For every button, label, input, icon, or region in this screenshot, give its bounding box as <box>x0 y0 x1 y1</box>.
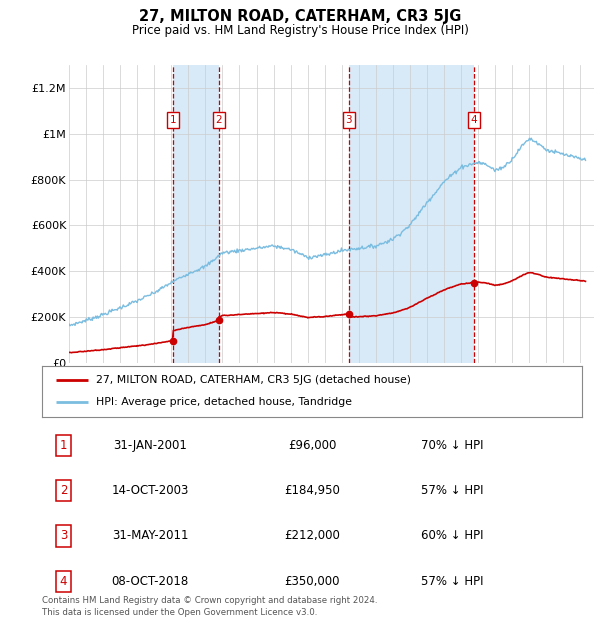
Text: 27, MILTON ROAD, CATERHAM, CR3 5JG (detached house): 27, MILTON ROAD, CATERHAM, CR3 5JG (deta… <box>96 375 411 385</box>
Text: 31-JAN-2001: 31-JAN-2001 <box>113 439 187 452</box>
Bar <box>173 65 219 363</box>
Text: 08-OCT-2018: 08-OCT-2018 <box>112 575 188 588</box>
Text: 70% ↓ HPI: 70% ↓ HPI <box>421 439 484 452</box>
Text: 3: 3 <box>346 115 352 125</box>
Text: £96,000: £96,000 <box>288 439 336 452</box>
Text: 31-MAY-2011: 31-MAY-2011 <box>112 529 188 542</box>
Text: 2: 2 <box>215 115 222 125</box>
Text: 4: 4 <box>60 575 67 588</box>
Text: 27, MILTON ROAD, CATERHAM, CR3 5JG: 27, MILTON ROAD, CATERHAM, CR3 5JG <box>139 9 461 24</box>
Text: Price paid vs. HM Land Registry's House Price Index (HPI): Price paid vs. HM Land Registry's House … <box>131 24 469 37</box>
Text: 60% ↓ HPI: 60% ↓ HPI <box>421 529 484 542</box>
Text: 57% ↓ HPI: 57% ↓ HPI <box>421 484 484 497</box>
Text: 3: 3 <box>60 529 67 542</box>
Text: 1: 1 <box>169 115 176 125</box>
Bar <box>349 65 474 363</box>
Text: £350,000: £350,000 <box>284 575 340 588</box>
Text: 57% ↓ HPI: 57% ↓ HPI <box>421 575 484 588</box>
Text: £184,950: £184,950 <box>284 484 340 497</box>
Text: 1: 1 <box>60 439 67 452</box>
Text: HPI: Average price, detached house, Tandridge: HPI: Average price, detached house, Tand… <box>96 397 352 407</box>
Text: 4: 4 <box>471 115 478 125</box>
Text: 14-OCT-2003: 14-OCT-2003 <box>112 484 188 497</box>
Text: Contains HM Land Registry data © Crown copyright and database right 2024.
This d: Contains HM Land Registry data © Crown c… <box>42 596 377 617</box>
Text: 2: 2 <box>60 484 67 497</box>
Text: £212,000: £212,000 <box>284 529 340 542</box>
